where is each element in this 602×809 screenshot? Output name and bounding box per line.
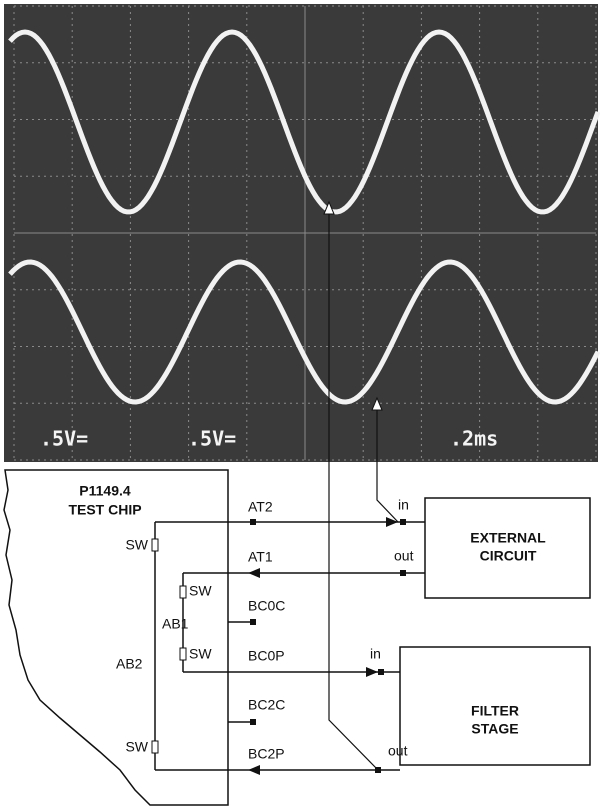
pin bbox=[250, 619, 256, 625]
figure: .5V= .5V= .2ms P1149.4 TEST CHIP bbox=[0, 0, 602, 809]
port bbox=[400, 519, 406, 525]
switch bbox=[152, 741, 158, 753]
pin bbox=[250, 519, 256, 525]
scope-label: .5V= bbox=[40, 427, 88, 451]
switches bbox=[152, 539, 186, 753]
scope-label: .5V= bbox=[188, 427, 236, 451]
bus-label: AB1 bbox=[162, 616, 189, 632]
port-label: in bbox=[370, 646, 381, 662]
block-label: CIRCUIT bbox=[480, 548, 537, 564]
pin-label: BC2P bbox=[248, 746, 285, 762]
switch-label: SW bbox=[189, 646, 212, 662]
bus-label: AB2 bbox=[116, 656, 143, 672]
port bbox=[375, 767, 381, 773]
chip-title: P1149.4 bbox=[79, 483, 131, 499]
port-label: in bbox=[398, 497, 409, 513]
pin bbox=[250, 719, 256, 725]
arrow bbox=[366, 667, 378, 677]
scope-label: .2ms bbox=[450, 427, 498, 451]
switch bbox=[152, 539, 158, 551]
port bbox=[378, 669, 384, 675]
block-label: FILTER bbox=[471, 703, 519, 719]
port bbox=[400, 570, 406, 576]
switch bbox=[180, 586, 186, 598]
pin-label: BC0P bbox=[248, 648, 285, 664]
block-label: EXTERNAL bbox=[470, 530, 546, 546]
chip-outline bbox=[4, 470, 228, 805]
chip-title: TEST CHIP bbox=[68, 502, 141, 518]
arrow bbox=[248, 568, 260, 578]
pin-label: AT1 bbox=[248, 549, 273, 565]
pin-label: AT2 bbox=[248, 499, 273, 515]
pin-label: BC2C bbox=[248, 697, 285, 713]
switch-label: SW bbox=[125, 537, 148, 553]
arrow bbox=[248, 765, 260, 775]
port-label: out bbox=[388, 743, 408, 759]
switch bbox=[180, 648, 186, 660]
pin-label: BC0C bbox=[248, 598, 285, 614]
switch-label: SW bbox=[125, 739, 148, 755]
block-label: STAGE bbox=[471, 721, 518, 737]
arrow bbox=[386, 517, 398, 527]
port-label: out bbox=[394, 548, 414, 564]
switch-label: SW bbox=[189, 583, 212, 599]
